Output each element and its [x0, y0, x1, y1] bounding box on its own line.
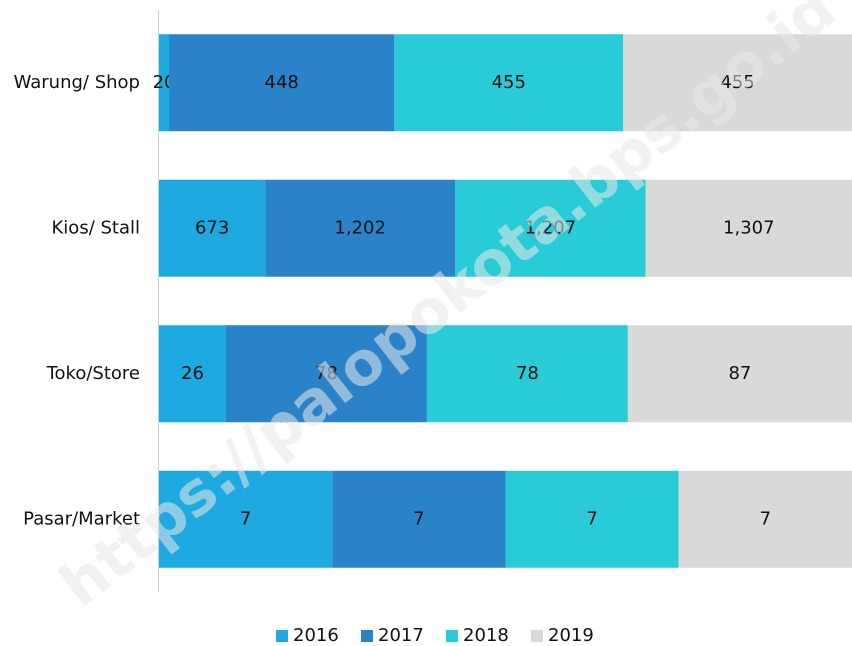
bar-segment: [169, 34, 395, 132]
data-label: 1,207: [525, 217, 577, 238]
bar-segment: [332, 470, 506, 568]
data-label: 1,307: [723, 217, 775, 238]
bar-segment: [455, 179, 646, 277]
data-label: 1,202: [334, 217, 386, 238]
legend-swatch: [276, 630, 288, 642]
bar-segment: [159, 470, 333, 568]
bar-segment: [623, 34, 852, 132]
bar-segment: [627, 325, 852, 423]
legend-swatch: [531, 630, 543, 642]
data-label: 7: [760, 508, 771, 529]
bar-segment: [159, 34, 170, 132]
bar-segment: [426, 325, 628, 423]
data-label: 455: [720, 72, 754, 93]
y-tick-label: Kios/ Stall: [52, 217, 141, 238]
bar-segment: [225, 325, 427, 423]
data-label: 448: [265, 72, 299, 93]
bar-segment: [159, 179, 266, 277]
bar-segment: [645, 179, 852, 277]
data-label: 78: [315, 363, 338, 384]
bar-segment: [265, 179, 456, 277]
data-label: 7: [586, 508, 597, 529]
bar-segment: [678, 470, 852, 568]
data-label: 26: [181, 363, 204, 384]
bar-segment: [505, 470, 679, 568]
legend-label: 2018: [463, 625, 509, 646]
data-label: 455: [492, 72, 526, 93]
bar-segment: [159, 325, 226, 423]
legend-swatch: [446, 630, 458, 642]
y-tick-label: Toko/Store: [46, 363, 140, 384]
y-tick-label: Pasar/Market: [23, 508, 140, 529]
data-label: 7: [413, 508, 424, 529]
data-label: 78: [516, 363, 539, 384]
legend-swatch: [361, 630, 373, 642]
data-label: 87: [728, 363, 751, 384]
legend-label: 2016: [293, 625, 339, 646]
y-tick-label: Warung/ Shop: [14, 72, 140, 93]
data-label: 7: [240, 508, 251, 529]
legend-label: 2017: [378, 625, 424, 646]
legend-label: 2019: [548, 625, 594, 646]
bar-segment: [394, 34, 624, 132]
data-label: 673: [195, 217, 229, 238]
